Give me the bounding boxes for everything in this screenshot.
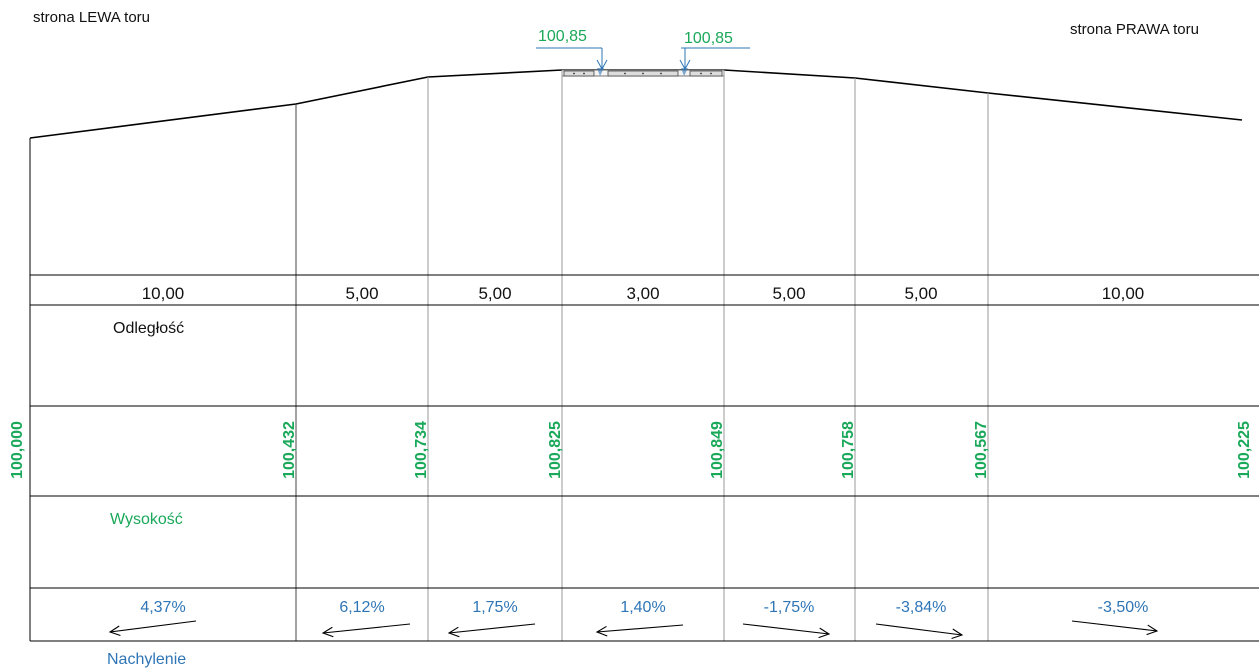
height-value: 100,567: [973, 421, 990, 479]
distance-value: 5,00: [772, 284, 805, 303]
slope-labels: 4,37% 6,12% 1,75% 1,40% -1,75% -3,84% -3,50%: [108, 599, 1159, 640]
slope-arrow-left: [109, 620, 197, 633]
height-value: 100,000: [9, 421, 26, 479]
slope-arrowhead: [321, 626, 334, 638]
slope-arrowhead: [1146, 624, 1159, 636]
slope-arrow-left: [448, 623, 536, 634]
height-value: 100,432: [281, 421, 298, 479]
distance-labels: 10,00 5,00 5,00 3,00 5,00 5,00 10,00: [142, 284, 1145, 303]
distance-value: 10,00: [142, 284, 185, 303]
rail-height-left: 100,85: [538, 28, 587, 45]
diagram-frame: [29, 47, 1259, 642]
slope-arrowhead: [951, 628, 964, 640]
height-value: 100,734: [413, 421, 430, 479]
height-labels: 100,000 100,432 100,734 100,825 100,849 100,7…: [9, 421, 1253, 479]
slope-arrow-right: [742, 623, 830, 635]
height-value: 100,225: [1236, 421, 1253, 479]
rail-height-right: 100,85: [684, 30, 733, 47]
height-value: 100,849: [709, 421, 726, 479]
slope-arrowhead: [108, 625, 121, 637]
terrain-profile-line: [29, 69, 1243, 139]
rail-height-callout-right: [679, 47, 750, 71]
slope-value: 1,75%: [472, 599, 517, 616]
slope-value: 6,12%: [339, 599, 384, 616]
distance-value: 10,00: [1102, 284, 1145, 303]
distance-value: 3,00: [626, 284, 659, 303]
slope-value: -3,50%: [1098, 599, 1149, 616]
slope-value: 4,37%: [140, 599, 185, 616]
height-band-title: Wysokość: [110, 511, 183, 528]
distance-value: 5,00: [345, 284, 378, 303]
slope-arrowhead: [818, 627, 831, 639]
slope-arrowhead: [595, 625, 608, 637]
left-side-label: strona LEWA toru: [33, 9, 150, 26]
distance-value: 5,00: [478, 284, 511, 303]
slope-value: -1,75%: [764, 599, 815, 616]
distance-band-title: Odległość: [113, 320, 184, 337]
slope-band-title: Nachylenie: [107, 651, 186, 668]
slope-value: -3,84%: [896, 599, 947, 616]
slope-arrow-right: [1071, 620, 1158, 632]
slope-arrow-left: [322, 623, 411, 634]
track-bed: [561, 68, 725, 77]
slope-arrow-left: [596, 624, 684, 633]
rail-height-callout-left: [536, 47, 608, 71]
right-side-label: strona PRAWA toru: [1070, 21, 1199, 38]
slope-arrow-right: [875, 623, 963, 636]
height-value: 100,758: [840, 421, 857, 479]
distance-value: 5,00: [904, 284, 937, 303]
slope-arrowhead: [447, 626, 460, 638]
height-value: 100,825: [547, 421, 564, 479]
slope-value: 1,40%: [620, 599, 665, 616]
